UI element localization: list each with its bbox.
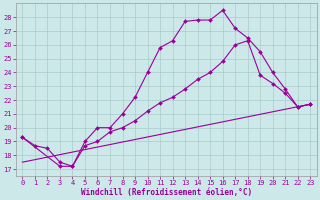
X-axis label: Windchill (Refroidissement éolien,°C): Windchill (Refroidissement éolien,°C) — [81, 188, 252, 197]
